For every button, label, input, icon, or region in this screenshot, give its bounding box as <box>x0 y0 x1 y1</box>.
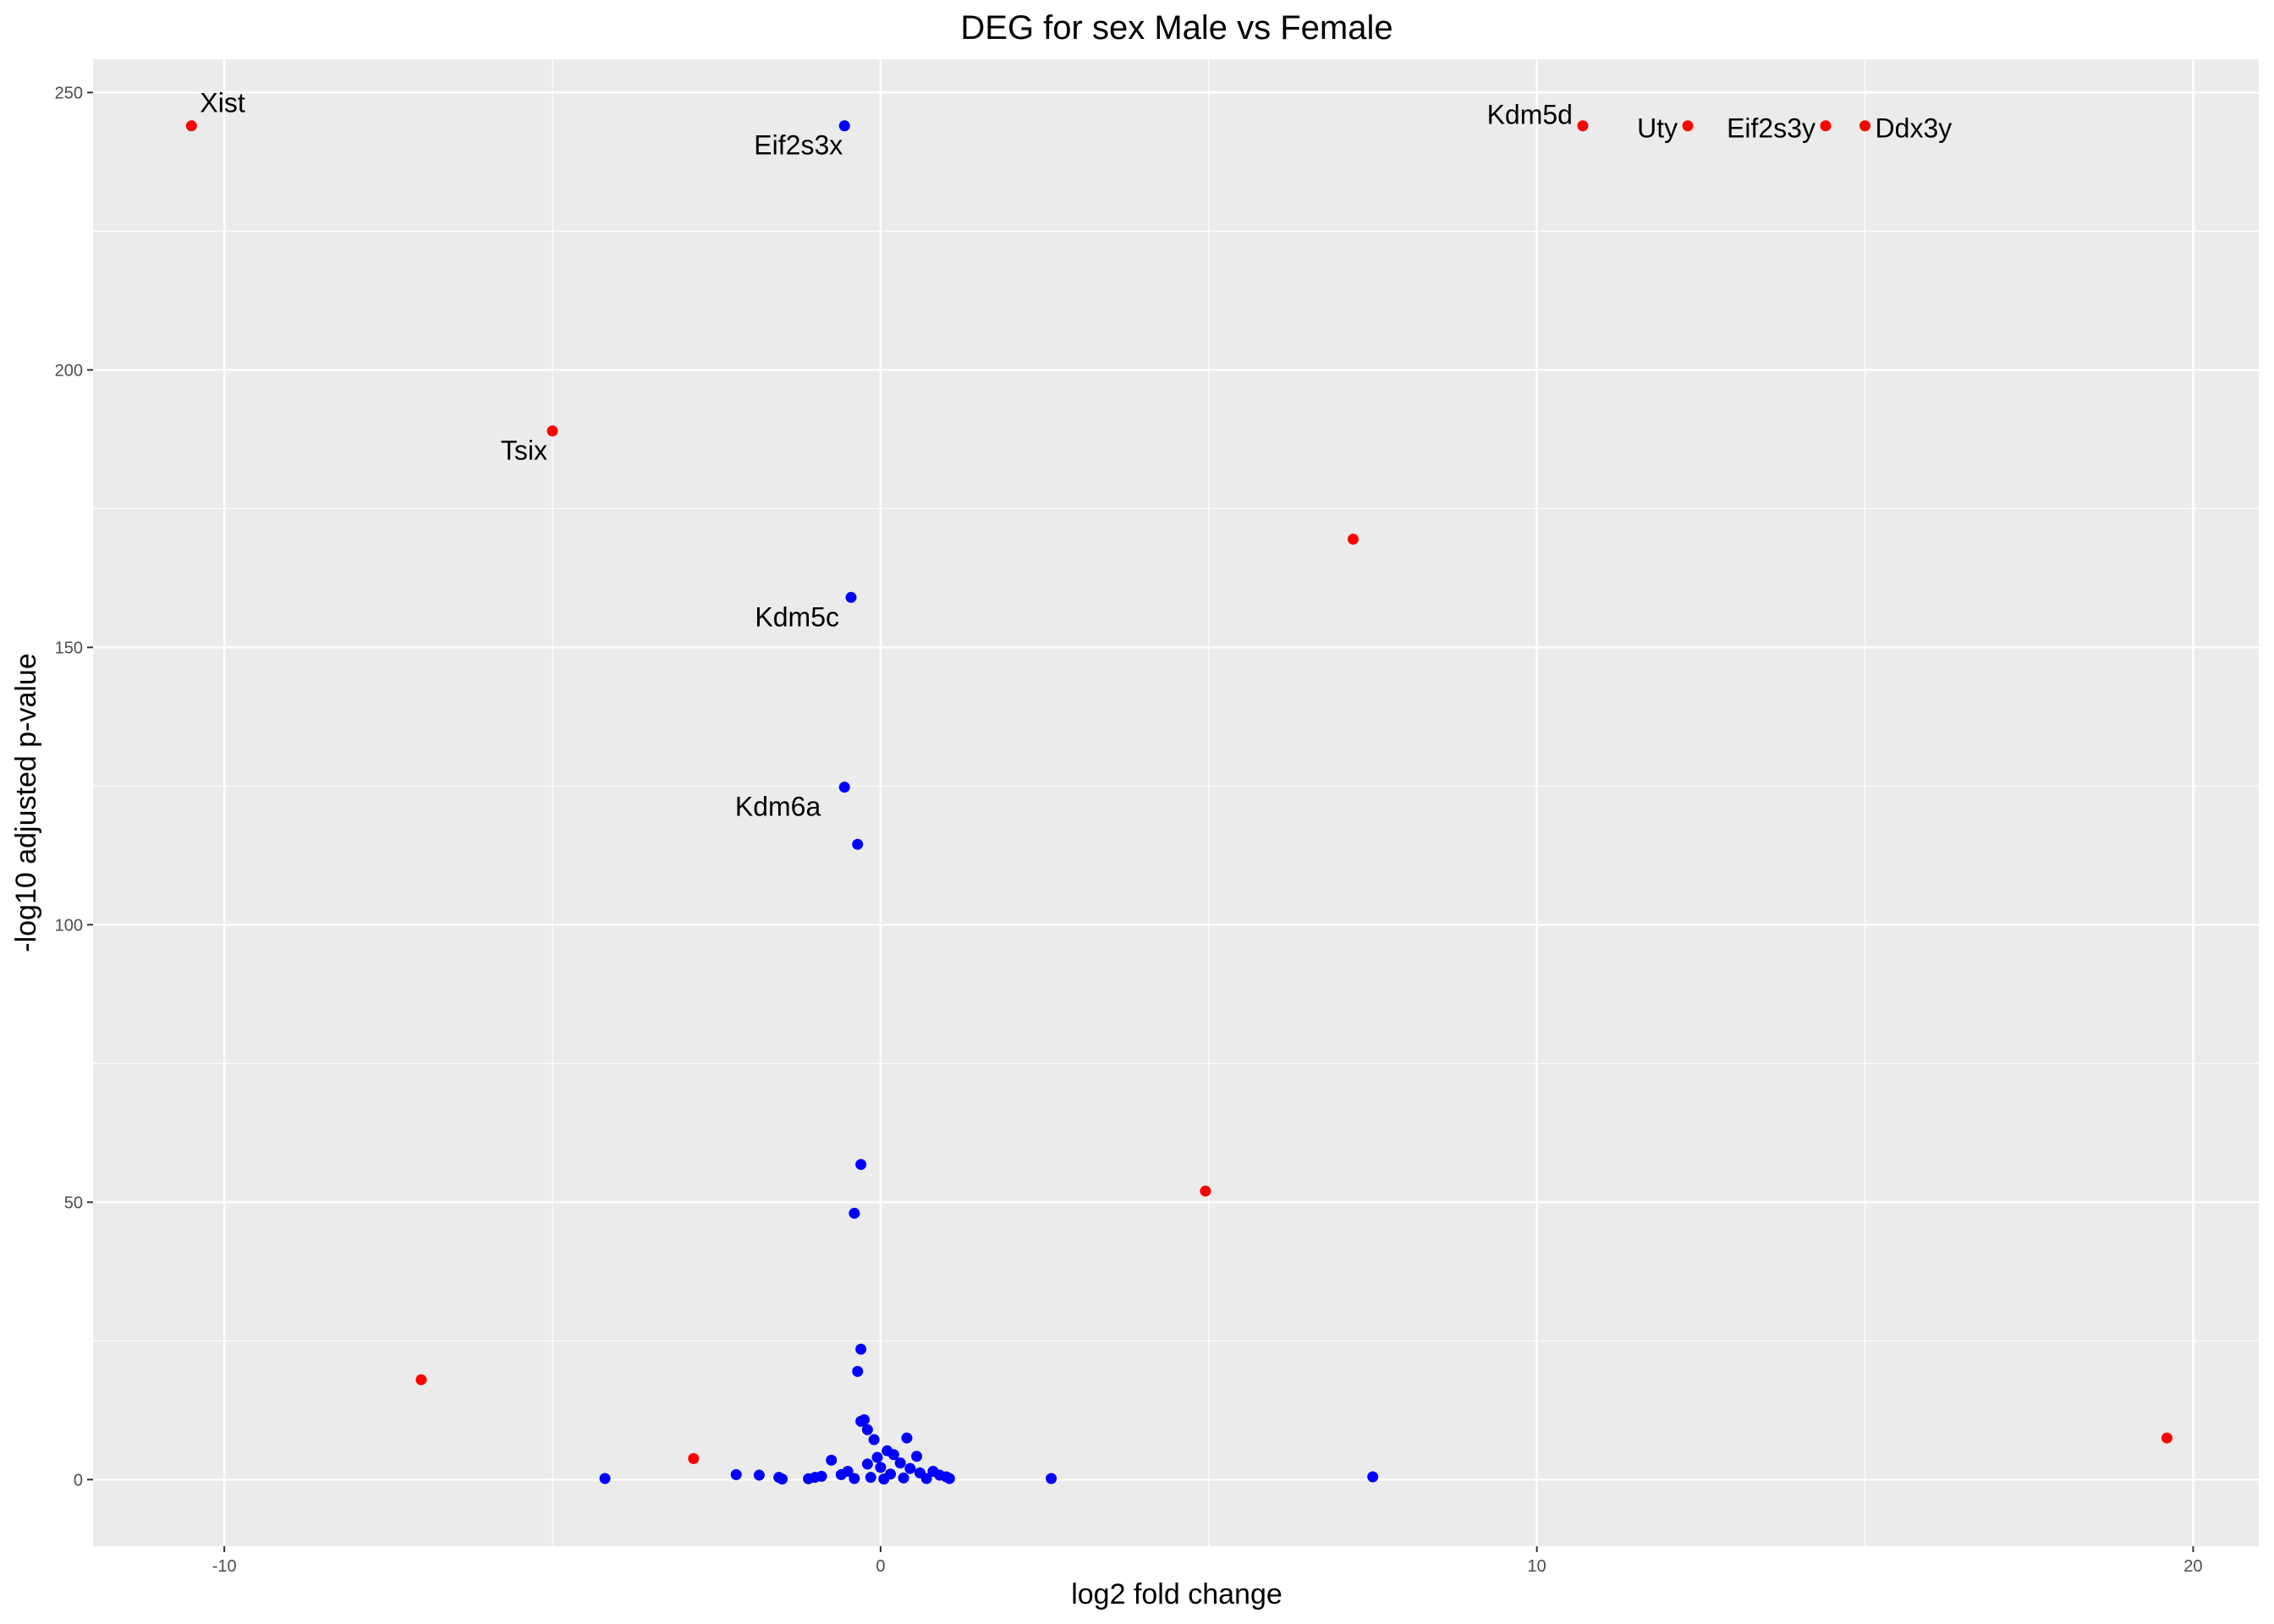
data-point <box>911 1451 923 1462</box>
data-point <box>943 1473 955 1484</box>
data-point <box>852 1365 864 1377</box>
data-point <box>835 1468 847 1480</box>
data-point <box>826 1454 838 1466</box>
data-point <box>878 1473 890 1485</box>
data-point <box>838 782 850 793</box>
data-point <box>1046 1473 1057 1484</box>
data-point <box>852 838 864 850</box>
plot-panel <box>93 59 2259 1546</box>
data-points <box>185 120 2172 1485</box>
data-point <box>855 1415 867 1427</box>
major-gridlines <box>93 59 2259 1546</box>
data-point <box>901 1432 913 1444</box>
x-tick-label: 0 <box>876 1557 885 1576</box>
y-tick-label: 250 <box>55 84 83 102</box>
gene-label: Kdm5d <box>1487 100 1573 130</box>
gene-labels: Xist Eif2s3x Tsix Kdm5c Kdm6a Kdm5d Uty Eif2s3y… <box>200 88 1952 822</box>
data-point <box>1820 120 1832 132</box>
y-tick-label: 100 <box>55 916 83 935</box>
y-tick-label: 0 <box>74 1471 83 1490</box>
data-point <box>185 120 197 132</box>
data-point <box>1347 533 1359 545</box>
data-point <box>865 1472 876 1484</box>
y-tick-label: 200 <box>55 361 83 380</box>
data-point <box>2161 1432 2172 1444</box>
y-axis-ticks: 0 50 100 150 200 250 <box>55 84 93 1490</box>
data-point <box>887 1449 899 1461</box>
data-point <box>849 1473 860 1484</box>
data-point <box>849 1207 860 1219</box>
data-point <box>1200 1185 1211 1197</box>
y-tick-label: 50 <box>64 1193 83 1212</box>
x-tick-label: -10 <box>212 1557 237 1576</box>
gene-label: Uty <box>1637 113 1678 144</box>
data-point <box>861 1424 873 1435</box>
data-point <box>1682 120 1694 132</box>
data-point <box>1577 120 1589 132</box>
chart-title: DEG for sex Male vs Female <box>960 9 1392 47</box>
gene-label: Eif2s3y <box>1727 113 1815 144</box>
gene-label: Xist <box>200 88 244 118</box>
data-point <box>898 1472 909 1484</box>
gene-label: Eif2s3x <box>754 130 843 161</box>
data-point <box>871 1451 883 1463</box>
data-point <box>855 1343 867 1355</box>
data-point <box>920 1473 932 1484</box>
data-point <box>904 1462 916 1474</box>
gene-label: Kdm6a <box>735 792 821 822</box>
x-tick-label: 10 <box>1528 1557 1546 1576</box>
data-point <box>599 1473 611 1484</box>
data-point <box>855 1159 867 1171</box>
gene-label: Ddx3y <box>1876 113 1953 144</box>
data-point <box>845 591 857 603</box>
data-point <box>730 1468 742 1480</box>
x-axis-title: log2 fold change <box>1071 1578 1283 1610</box>
x-tick-label: 20 <box>2183 1557 2202 1576</box>
data-point <box>838 120 850 132</box>
y-axis-title: -log10 adjusted p-value <box>10 653 42 952</box>
data-point <box>868 1434 880 1446</box>
gene-label: Kdm5c <box>755 601 839 632</box>
x-axis-ticks: -10 0 10 20 <box>212 1546 2203 1576</box>
data-point <box>547 425 558 436</box>
data-point <box>875 1462 887 1473</box>
data-point <box>1859 120 1871 132</box>
data-point <box>1367 1471 1379 1483</box>
data-point <box>803 1473 815 1484</box>
data-point <box>894 1457 906 1469</box>
data-point <box>777 1473 788 1485</box>
data-point <box>753 1469 765 1481</box>
data-point <box>415 1374 427 1385</box>
data-point <box>861 1458 873 1470</box>
data-point <box>688 1452 700 1464</box>
gene-label: Tsix <box>501 436 547 466</box>
y-tick-label: 150 <box>55 639 83 657</box>
minor-gridlines <box>93 59 2259 1546</box>
